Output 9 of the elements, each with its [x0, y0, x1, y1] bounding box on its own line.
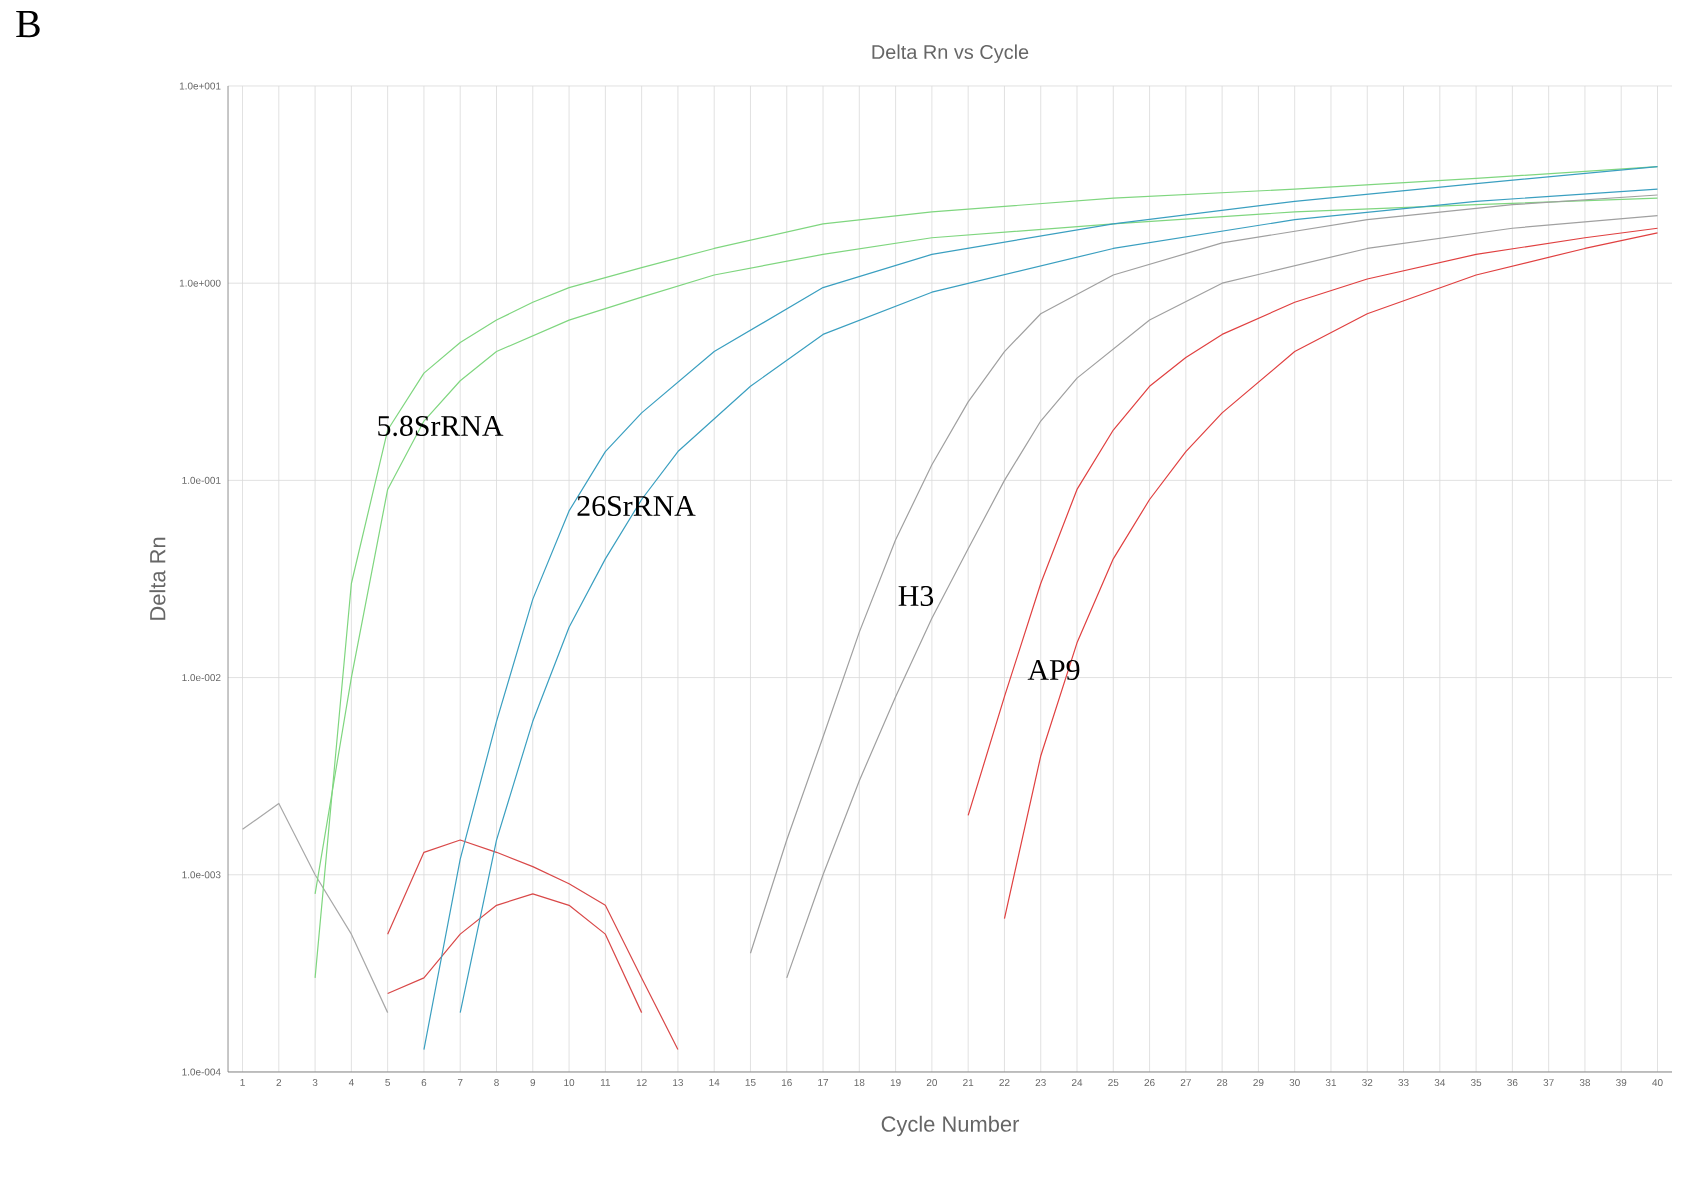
line-series	[387, 839, 679, 1051]
annotation: 5.8SrRNA	[378, 415, 504, 437]
text: B	[16, 11, 40, 38]
annotation: H3	[898, 585, 934, 606]
line-series	[387, 893, 643, 1014]
x-axis-title: Cycle Number	[881, 1115, 1020, 1137]
line-series	[241, 802, 389, 1014]
y-axis-title: Delta Rn	[149, 537, 166, 620]
chart-title: Delta Rn vs Cycle	[872, 44, 1029, 63]
